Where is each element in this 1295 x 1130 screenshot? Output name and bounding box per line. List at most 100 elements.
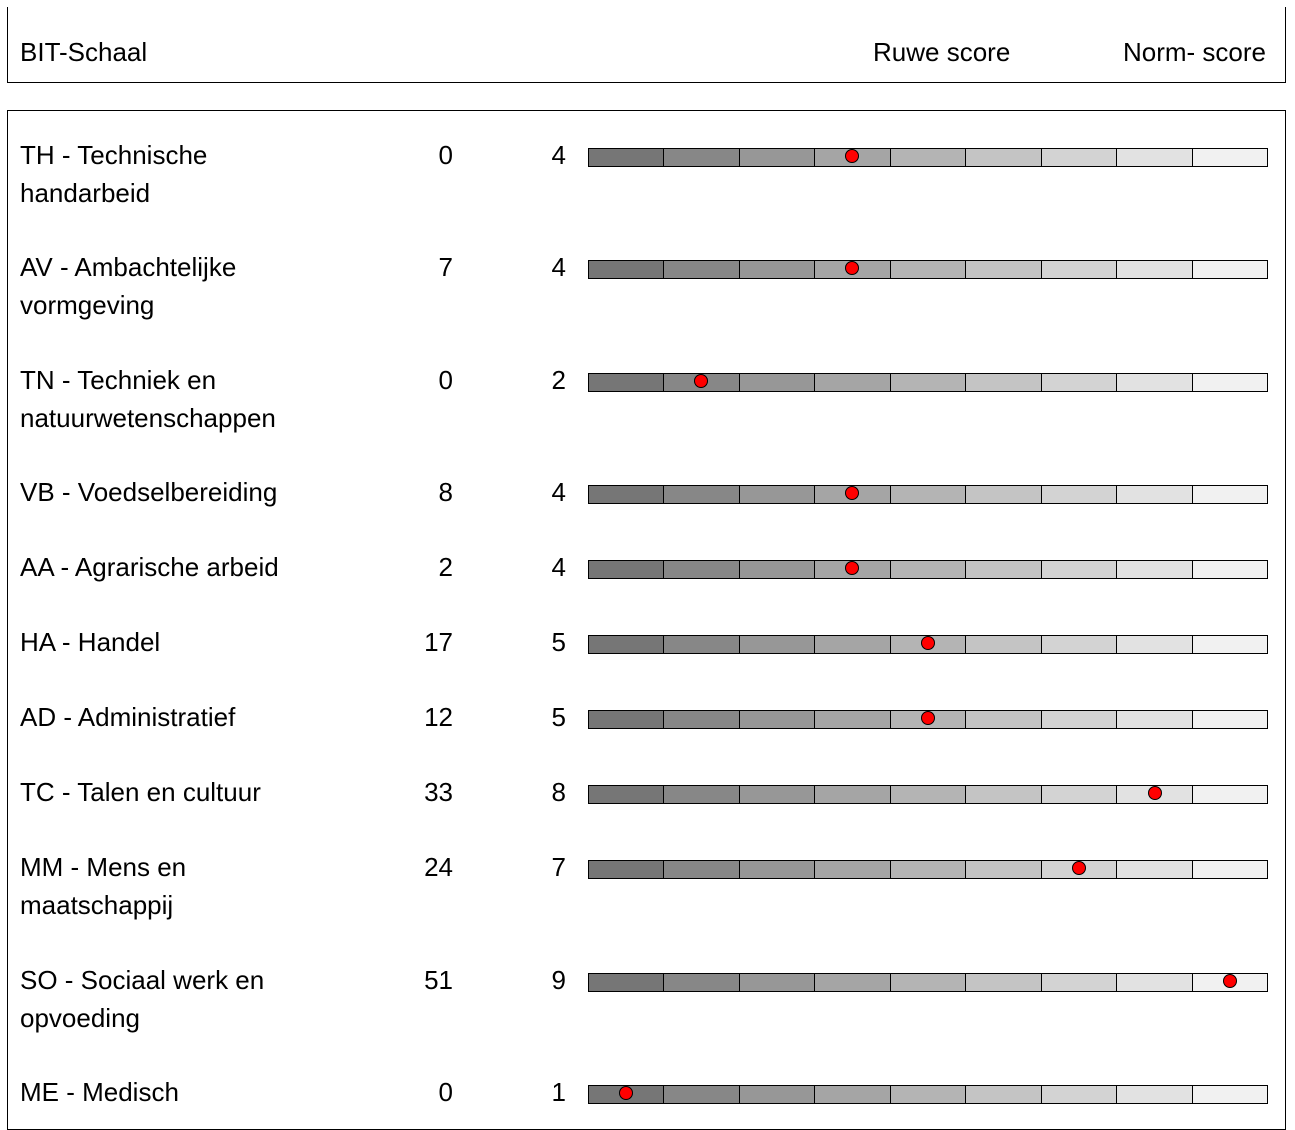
norm-score: 4 — [551, 477, 566, 507]
scale-segment — [1041, 636, 1118, 653]
scale-segment — [1041, 149, 1118, 166]
scale-segment — [664, 561, 740, 578]
scale-segment — [966, 149, 1042, 166]
raw-score: 24 — [424, 852, 453, 882]
score-marker — [618, 1086, 633, 1100]
scale-segment — [739, 149, 816, 166]
scale-name: SO - Sociaal werk en opvoeding — [20, 965, 265, 1033]
norm-scale-bar — [588, 485, 1268, 504]
scale-segment — [589, 374, 665, 391]
scale-segment — [739, 261, 816, 278]
scale-segment — [664, 486, 740, 503]
scale-segment — [664, 786, 740, 803]
scale-name: ME - Medisch — [20, 1077, 179, 1107]
raw-score: 0 — [438, 1077, 453, 1107]
header-scale-label: BIT-Schaal — [20, 37, 148, 67]
scale-segment — [966, 261, 1042, 278]
scale-segment — [1041, 261, 1118, 278]
raw-score: 8 — [438, 477, 453, 507]
scale-segment — [815, 636, 891, 653]
raw-score: 7 — [438, 252, 453, 282]
scale-segment — [739, 636, 816, 653]
scale-segment — [890, 261, 967, 278]
scale-segment — [966, 861, 1042, 878]
scale-segment — [589, 974, 665, 991]
scale-segment — [890, 861, 967, 878]
scale-segment — [664, 1086, 740, 1103]
norm-score: 9 — [551, 965, 566, 995]
scale-segment — [966, 561, 1042, 578]
scale-segment — [664, 636, 740, 653]
scale-segment — [1192, 261, 1267, 278]
norm-score: 4 — [551, 552, 566, 582]
norm-scale-bar — [588, 785, 1268, 804]
scale-name: MM - Mens en maatschappij — [20, 852, 187, 920]
scale-segment — [966, 974, 1042, 991]
scale-segment — [1117, 374, 1193, 391]
raw-score: 2 — [438, 552, 453, 582]
scale-segment — [966, 711, 1042, 728]
scale-segment — [966, 786, 1042, 803]
raw-score: 17 — [424, 627, 453, 657]
scale-name: TH - Technische handarbeid — [20, 140, 208, 208]
scale-name: AD - Administratief — [20, 702, 236, 732]
scale-segment — [739, 374, 816, 391]
scale-segment — [664, 974, 740, 991]
scale-segment — [890, 1086, 967, 1103]
norm-scale-bar — [588, 260, 1268, 279]
raw-score: 33 — [424, 777, 453, 807]
scale-segment — [1117, 149, 1193, 166]
scale-segment — [1041, 711, 1118, 728]
norm-score: 4 — [551, 252, 566, 282]
score-marker — [845, 261, 860, 275]
norm-scale-bar — [588, 860, 1268, 879]
scale-segment — [1117, 1086, 1193, 1103]
scale-segment — [589, 261, 665, 278]
scale-segment — [739, 1086, 816, 1103]
norm-score: 1 — [551, 1077, 566, 1107]
scale-segment — [589, 786, 665, 803]
scale-segment — [1117, 861, 1193, 878]
scale-segment — [589, 561, 665, 578]
scale-segment — [1041, 374, 1118, 391]
norm-score: 5 — [551, 627, 566, 657]
norm-score: 5 — [551, 702, 566, 732]
score-marker — [1072, 861, 1087, 875]
score-marker — [921, 636, 935, 650]
scale-segment — [589, 711, 665, 728]
scale-segment — [1041, 974, 1118, 991]
score-marker — [845, 149, 860, 163]
scale-segment — [1117, 261, 1193, 278]
scale-segment — [1117, 711, 1193, 728]
scale-name: VB - Voedselbereiding — [20, 477, 278, 507]
scale-segment — [890, 561, 967, 578]
scale-segment — [1117, 561, 1193, 578]
scale-segment — [1041, 786, 1118, 803]
score-marker — [694, 374, 709, 388]
scale-segment — [664, 861, 740, 878]
header-norm-score-label: Norm- score — [1123, 37, 1267, 67]
scale-segment — [1192, 711, 1267, 728]
scale-segment — [739, 486, 816, 503]
scale-segment — [815, 974, 891, 991]
scale-segment — [1117, 486, 1193, 503]
scale-segment — [664, 261, 740, 278]
norm-scale-bar — [588, 560, 1268, 579]
scale-segment — [739, 786, 816, 803]
norm-scale-bar — [588, 635, 1268, 654]
scale-segment — [890, 149, 967, 166]
scale-segment — [966, 374, 1042, 391]
scale-name: HA - Handel — [20, 627, 161, 657]
scale-segment — [966, 486, 1042, 503]
scale-segment — [890, 486, 967, 503]
score-marker — [1147, 786, 1162, 800]
score-marker — [845, 486, 860, 500]
scale-segment — [1041, 486, 1118, 503]
scale-segment — [589, 149, 665, 166]
score-marker — [921, 711, 935, 725]
scale-segment — [664, 149, 740, 166]
scale-segment — [815, 786, 891, 803]
scale-segment — [1192, 149, 1267, 166]
norm-score: 8 — [551, 777, 566, 807]
norm-score: 2 — [551, 365, 566, 395]
